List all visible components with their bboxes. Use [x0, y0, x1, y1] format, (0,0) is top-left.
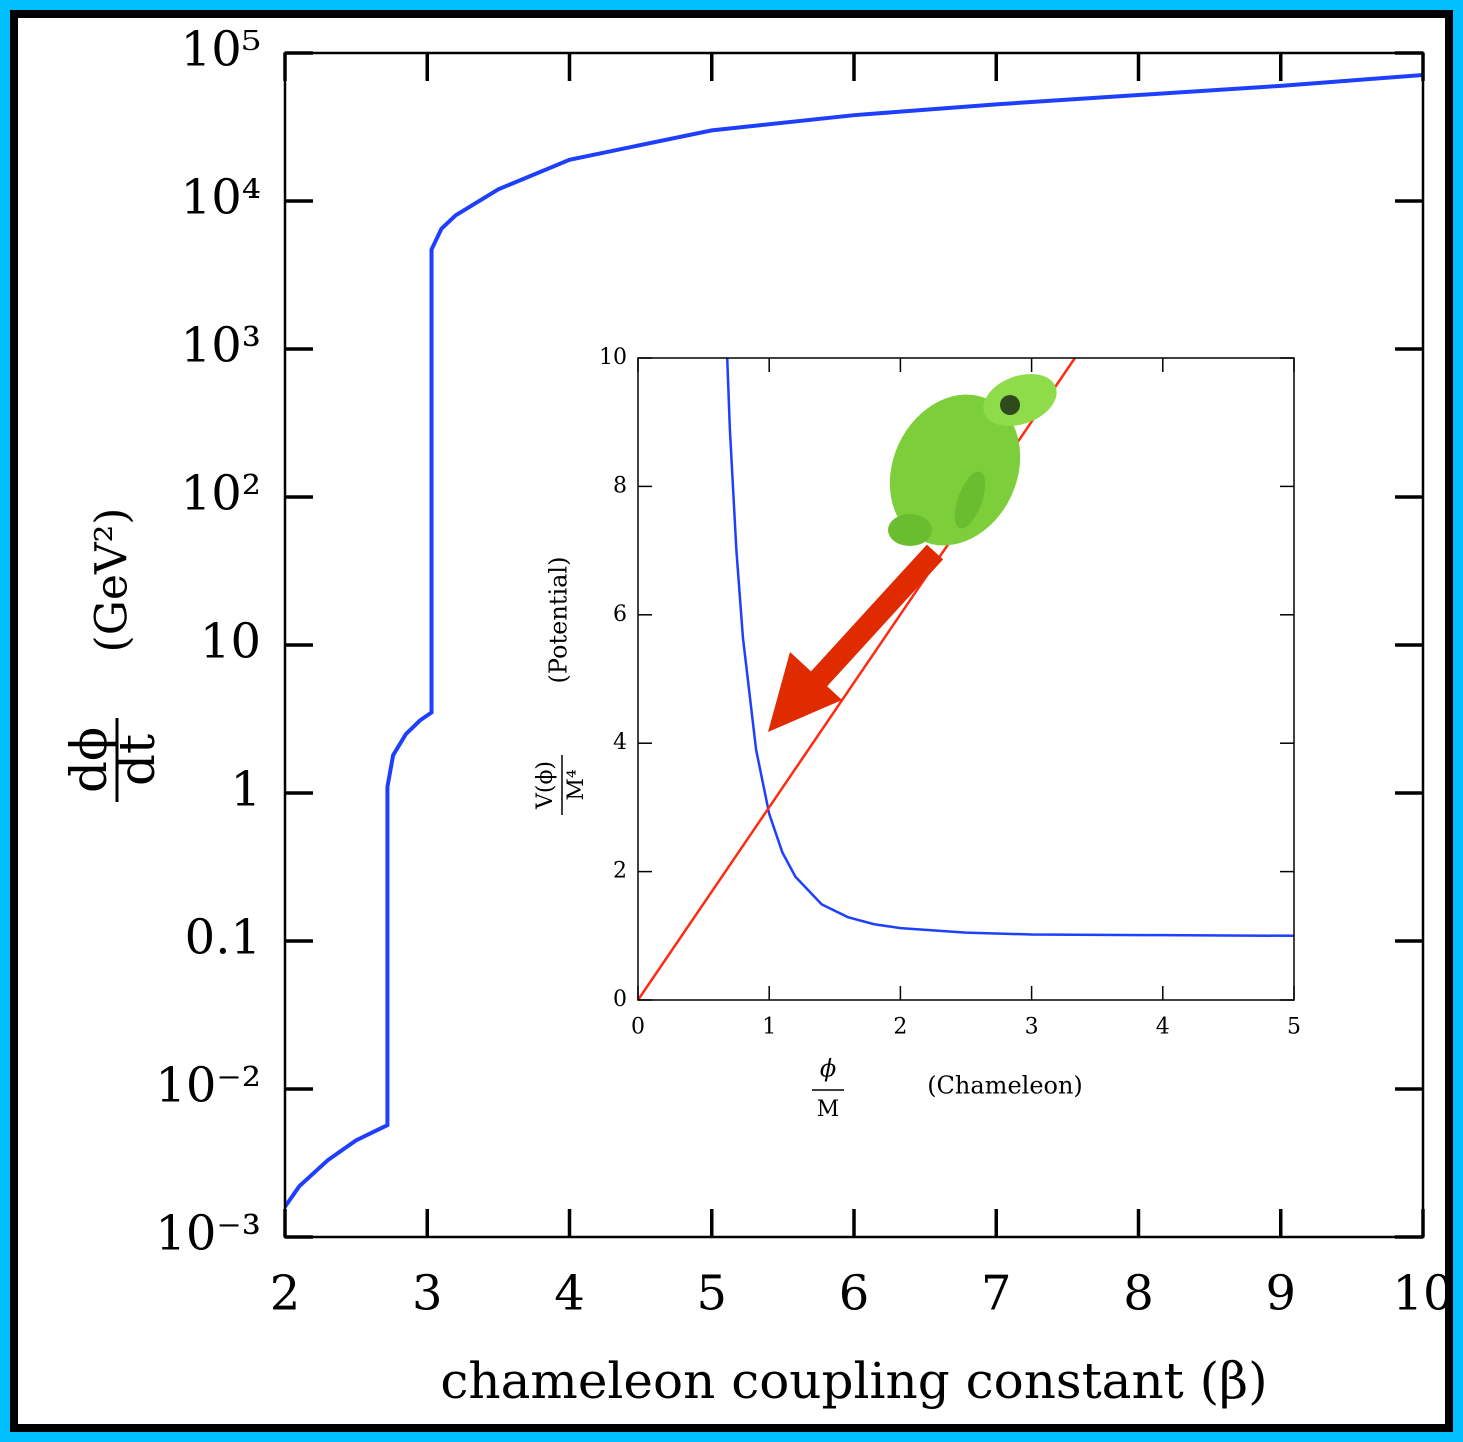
inset-y-label-denominator: M⁴ [564, 769, 589, 801]
y-tick-label: 10⁴ [181, 170, 261, 226]
y-axis-title: dϕ dt (GeV²) [60, 508, 166, 802]
chameleon-body [889, 394, 1021, 546]
x-tick-label: 6 [839, 1266, 870, 1322]
x-tick-label: 4 [554, 1266, 585, 1322]
y-tick-label: 10² [181, 466, 261, 522]
y-label-units: (GeV²) [87, 508, 138, 653]
y-tick-label: 4 [613, 730, 627, 755]
x-tick-label: 5 [696, 1266, 727, 1322]
y-tick-label: 10⁻³ [155, 1206, 261, 1262]
inset-x-label-numerator: ϕ [820, 1055, 836, 1083]
y-tick-label: 10 [200, 614, 261, 670]
x-axis-title: chameleon coupling constant (β) [440, 1352, 1267, 1410]
x-tick-label: 2 [893, 1015, 907, 1040]
y-tick-label: 6 [613, 602, 627, 627]
inset-y-label-note: (Potential) [545, 557, 573, 684]
x-tick-label: 8 [1123, 1266, 1154, 1322]
x-tick-label: 5 [1287, 1015, 1301, 1040]
y-tick-label: 10 [599, 345, 627, 370]
chameleon-tail [888, 514, 932, 546]
y-label-denominator: dt [108, 734, 166, 786]
x-tick-label: 3 [1025, 1015, 1039, 1040]
x-tick-label: 4 [1156, 1015, 1170, 1040]
chameleon-eye [1000, 395, 1020, 415]
y-tick-label: 0.1 [185, 910, 261, 966]
y-tick-label: 2 [613, 859, 627, 884]
x-tick-label: 10 [1392, 1266, 1453, 1322]
y-label-numerator: dϕ [60, 727, 118, 793]
x-tick-label: 0 [631, 1015, 645, 1040]
x-tick-label: 1 [762, 1015, 776, 1040]
x-tick-label: 3 [412, 1266, 443, 1322]
y-tick-label: 0 [613, 987, 627, 1012]
y-tick-label: 1 [230, 762, 261, 818]
inset-y-axis-title: V(ϕ) M⁴ (Potential) [533, 557, 589, 815]
inset-x-label-note: (Chameleon) [927, 1072, 1083, 1100]
y-tick-label: 10³ [181, 318, 261, 374]
plot-frame [637, 357, 1295, 1001]
chameleon-head [983, 373, 1057, 427]
y-tick-label: 8 [613, 473, 627, 498]
arrow-shaft [809, 544, 944, 688]
inset-x-label-denominator: M [817, 1097, 840, 1122]
series-line [285, 73, 1423, 1208]
x-tick-label: 2 [270, 1266, 301, 1322]
x-tick-label: 7 [981, 1266, 1012, 1322]
series-line [725, 358, 1294, 938]
arrow-head [768, 652, 842, 732]
chameleon-leg [954, 471, 986, 529]
y-tick-label: 10⁻² [155, 1058, 261, 1114]
inset-y-label-numerator: V(ϕ) [533, 761, 558, 810]
illustration [768, 373, 1057, 732]
y-tick-label: 10⁵ [181, 22, 261, 78]
x-tick-label: 9 [1265, 1266, 1296, 1322]
